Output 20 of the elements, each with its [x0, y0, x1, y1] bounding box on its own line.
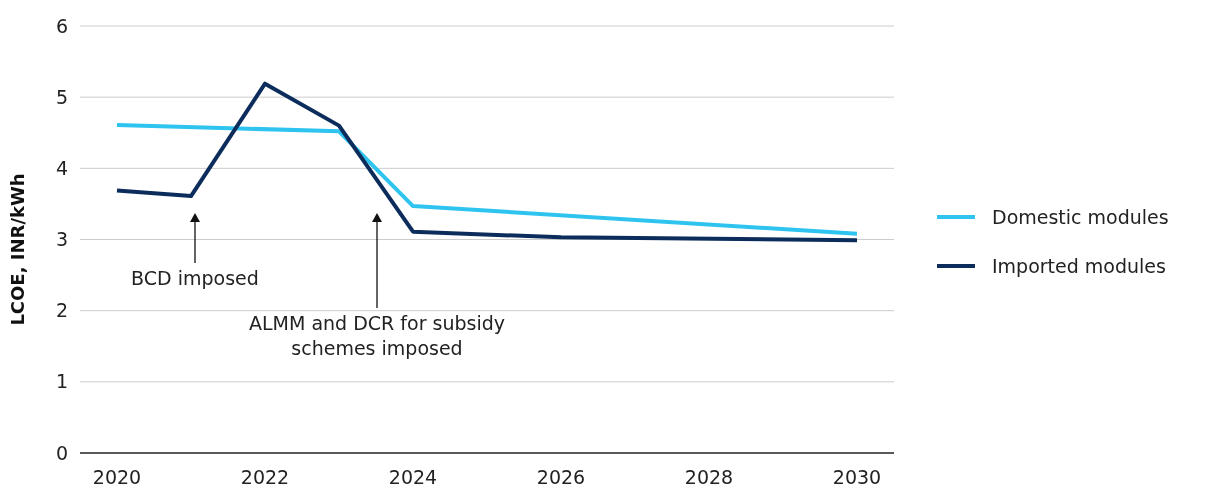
y-tick-label: 1	[55, 370, 68, 393]
legend-label: Imported modules	[992, 254, 1166, 277]
line-series	[115, 122, 859, 236]
x-tick-label: 2026	[536, 465, 586, 485]
legend-label: Domestic modules	[992, 205, 1169, 228]
x-tick-label: 2028	[684, 465, 734, 485]
x-tick-label: 2022	[240, 465, 290, 485]
x-tick-label: 2024	[388, 465, 438, 485]
annotation: BCD imposed	[131, 267, 259, 289]
y-tick-label: 4	[55, 156, 68, 179]
y-tick-label: 0	[55, 441, 68, 464]
line-series	[115, 81, 859, 243]
y-tick-label: 2	[55, 299, 68, 322]
y-tick-label: 5	[55, 85, 68, 108]
y-axis-title: LCOE, INR/kWh	[7, 173, 28, 326]
y-tick-label: 6	[55, 14, 68, 37]
annotation: ALMM and DCR for subsidy schemes imposed	[249, 312, 505, 359]
y-tick-label: 3	[55, 228, 68, 251]
x-tick-label: 2020	[92, 465, 142, 485]
x-tick-label: 2030	[832, 465, 882, 485]
